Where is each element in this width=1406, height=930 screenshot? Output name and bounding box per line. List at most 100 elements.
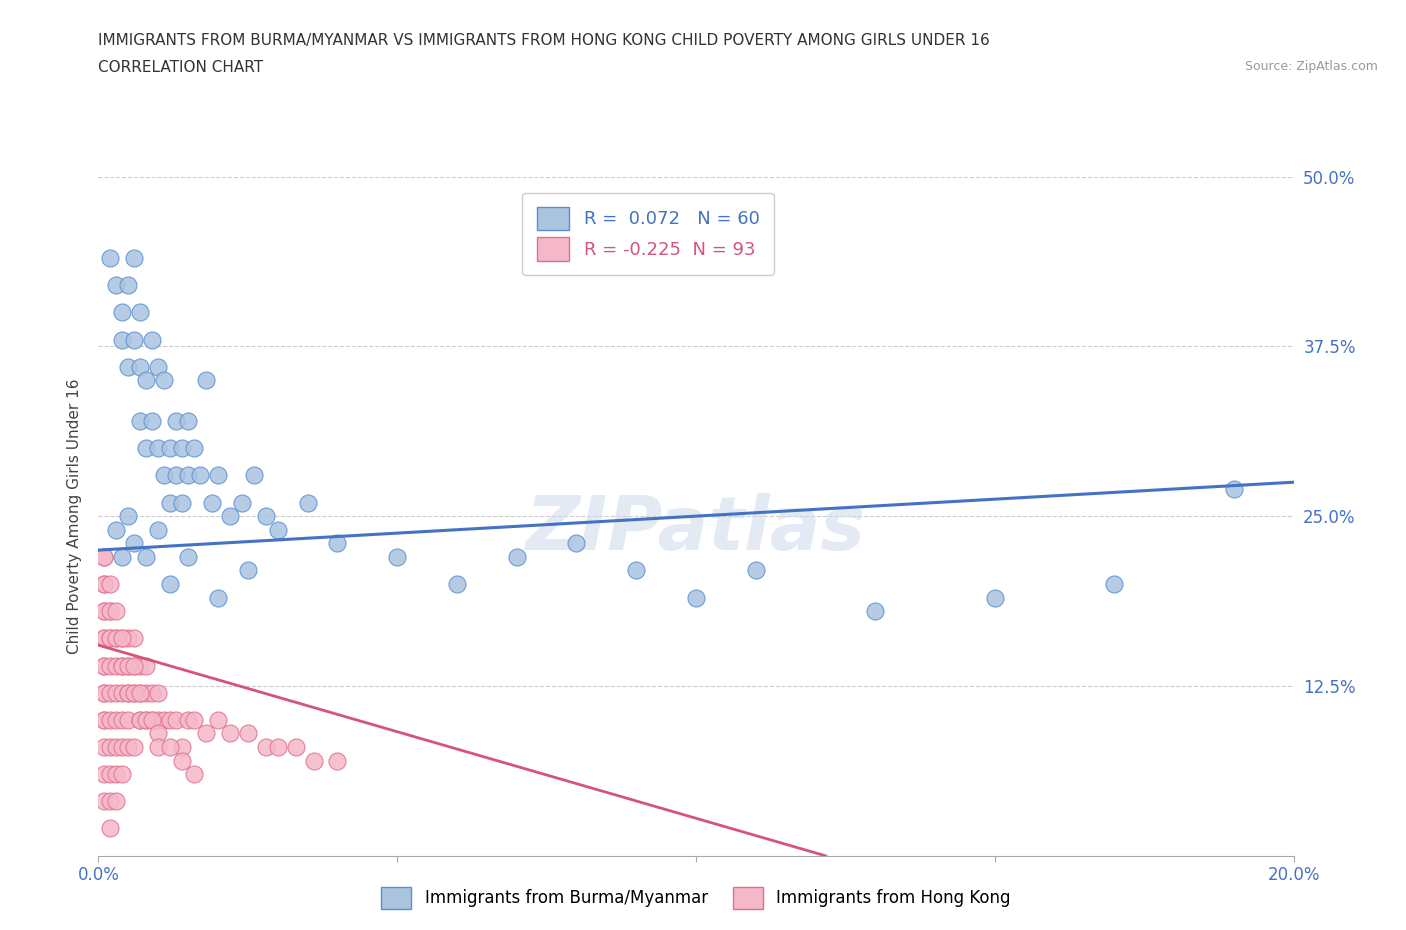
Point <box>117 658 139 673</box>
Point <box>129 685 152 700</box>
Point <box>153 712 176 727</box>
Point <box>93 577 115 591</box>
Point <box>93 604 115 618</box>
Point <box>254 509 277 524</box>
Point <box>93 712 115 727</box>
Point <box>117 631 139 645</box>
Point <box>100 604 122 618</box>
Point <box>183 712 205 727</box>
Point <box>177 468 200 483</box>
Point <box>195 373 218 388</box>
Point <box>1223 482 1246 497</box>
Point <box>124 251 146 266</box>
Point <box>111 739 134 754</box>
Point <box>105 658 128 673</box>
Point <box>93 794 115 809</box>
Point <box>100 604 122 618</box>
Point <box>159 712 181 727</box>
Point <box>105 766 128 781</box>
Text: IMMIGRANTS FROM BURMA/MYANMAR VS IMMIGRANTS FROM HONG KONG CHILD POVERTY AMONG G: IMMIGRANTS FROM BURMA/MYANMAR VS IMMIGRA… <box>98 33 990 47</box>
Point <box>172 739 194 754</box>
Point <box>297 495 319 510</box>
Point <box>111 658 134 673</box>
Point <box>135 712 157 727</box>
Point <box>129 712 152 727</box>
Point <box>117 685 139 700</box>
Point <box>141 712 163 727</box>
Point <box>129 658 152 673</box>
Point <box>117 712 139 727</box>
Point <box>93 685 115 700</box>
Point <box>124 536 146 551</box>
Point <box>984 591 1007 605</box>
Point <box>124 685 146 700</box>
Text: ZIPatlas: ZIPatlas <box>526 493 866 566</box>
Point <box>183 441 205 456</box>
Point <box>117 658 139 673</box>
Point <box>172 495 194 510</box>
Point <box>165 414 187 429</box>
Point <box>93 577 115 591</box>
Point <box>100 577 122 591</box>
Point <box>326 536 349 551</box>
Point <box>93 631 115 645</box>
Point <box>124 685 146 700</box>
Point <box>236 563 259 578</box>
Point <box>111 685 134 700</box>
Point <box>267 523 290 538</box>
Point <box>93 685 115 700</box>
Point <box>117 278 139 293</box>
Point <box>117 509 139 524</box>
Point <box>117 359 139 374</box>
Point <box>93 550 115 565</box>
Point <box>195 726 218 741</box>
Point <box>124 658 146 673</box>
Point <box>100 631 122 645</box>
Point <box>177 712 200 727</box>
Point <box>153 468 176 483</box>
Point <box>100 658 122 673</box>
Point <box>207 712 229 727</box>
Point <box>135 658 157 673</box>
Point <box>148 726 170 741</box>
Legend: Immigrants from Burma/Myanmar, Immigrants from Hong Kong: Immigrants from Burma/Myanmar, Immigrant… <box>368 874 1024 922</box>
Point <box>207 591 229 605</box>
Point <box>135 373 157 388</box>
Point <box>135 550 157 565</box>
Point <box>93 604 115 618</box>
Point <box>626 563 648 578</box>
Point <box>105 794 128 809</box>
Point <box>326 753 349 768</box>
Point <box>141 332 163 347</box>
Point <box>117 685 139 700</box>
Point <box>267 739 290 754</box>
Point <box>446 577 468 591</box>
Point <box>100 251 122 266</box>
Point <box>745 563 768 578</box>
Point <box>165 712 187 727</box>
Point <box>111 631 134 645</box>
Point <box>100 685 122 700</box>
Point <box>124 739 146 754</box>
Point <box>100 794 122 809</box>
Point <box>111 712 134 727</box>
Point <box>105 631 128 645</box>
Point <box>865 604 887 618</box>
Point <box>100 821 122 836</box>
Point <box>243 468 266 483</box>
Point <box>100 739 122 754</box>
Point <box>129 685 152 700</box>
Point <box>177 414 200 429</box>
Y-axis label: Child Poverty Among Girls Under 16: Child Poverty Among Girls Under 16 <box>67 379 83 654</box>
Point <box>141 712 163 727</box>
Point <box>685 591 707 605</box>
Point <box>129 712 152 727</box>
Point <box>93 766 115 781</box>
Point <box>100 712 122 727</box>
Point <box>148 359 170 374</box>
Point <box>129 359 152 374</box>
Point <box>111 766 134 781</box>
Point <box>159 577 181 591</box>
Point <box>141 685 163 700</box>
Point <box>141 414 163 429</box>
